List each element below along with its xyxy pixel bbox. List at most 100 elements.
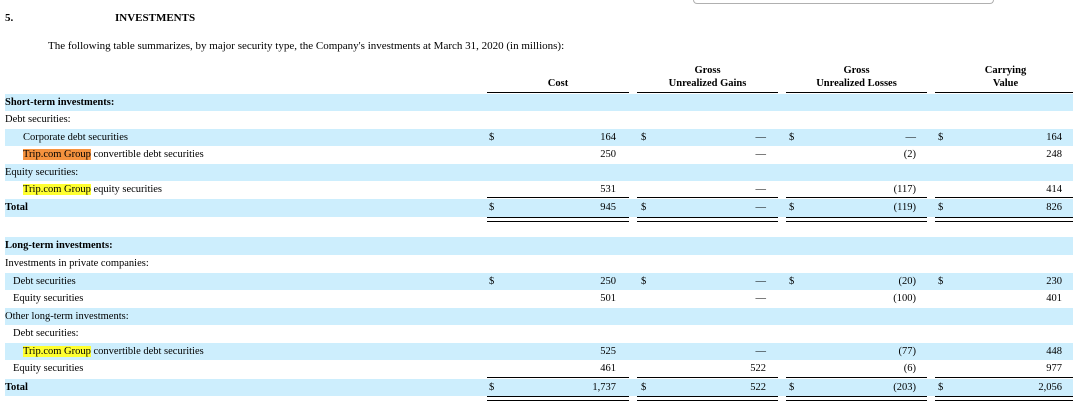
total-double-rule [637, 396, 778, 401]
gains-value: — [755, 131, 767, 143]
total-double-rule [935, 217, 1073, 222]
row-label: Equity securities [13, 363, 84, 374]
losses-value: (2) [903, 149, 916, 160]
dollar-sign: $ [789, 275, 795, 287]
cost-value: 250 [600, 149, 616, 160]
gains-value: 522 [750, 381, 766, 393]
row-label: Equity securities: [5, 166, 79, 178]
table-row: Investments in private companies: [5, 255, 1073, 273]
header-gross-unrealized-losses: Gross Unrealized Losses [816, 65, 897, 89]
subtotal-rule [487, 377, 629, 378]
gains-value: — [755, 184, 767, 195]
table-row: Short-term investments: [5, 93, 1073, 111]
table-row: Equity securities 501 — (100) 401 [5, 290, 1073, 308]
gains-value: — [755, 345, 767, 357]
carrying-value: 164 [1046, 131, 1062, 143]
intro-text: The following table summarizes, by major… [48, 40, 565, 52]
subtotal-rule [487, 197, 629, 198]
dollar-sign: $ [789, 131, 795, 143]
row-label: Other long-term investments: [5, 310, 129, 322]
dollar-sign: $ [489, 381, 495, 393]
losses-value: (100) [893, 293, 916, 304]
dollar-sign: $ [789, 381, 795, 393]
highlighted-company-name: Trip.com Group [23, 149, 91, 160]
gains-value: — [755, 275, 767, 287]
highlighted-company-name: Trip.com Group [23, 345, 91, 357]
dollar-sign: $ [641, 202, 647, 213]
cost-value: 1,737 [592, 381, 616, 393]
total-double-rule [637, 217, 778, 222]
gains-value: 522 [750, 363, 766, 374]
dollar-sign: $ [489, 131, 495, 143]
carrying-value: 448 [1046, 345, 1062, 357]
row-label: Debt securities: [13, 328, 79, 339]
carrying-value: 414 [1046, 184, 1062, 195]
carrying-value: 248 [1046, 149, 1062, 160]
subtotal-rule [786, 197, 927, 198]
dollar-sign: $ [641, 275, 647, 287]
subtotal-rule [637, 197, 778, 198]
losses-value: (119) [893, 202, 916, 213]
losses-value: (117) [893, 184, 916, 195]
carrying-value: 826 [1046, 202, 1062, 213]
losses-value: (77) [898, 345, 917, 357]
losses-value: (203) [893, 381, 916, 393]
dollar-sign: $ [489, 275, 495, 287]
header-cost: Cost [547, 78, 569, 89]
row-label: Short-term investments: [5, 96, 115, 108]
total-double-rule [786, 396, 927, 401]
header-rule-carrying [935, 92, 1073, 93]
carrying-value: 2,056 [1038, 381, 1062, 393]
cost-value: 250 [600, 275, 616, 287]
table-row: Other long-term investments: [5, 307, 1073, 325]
highlighted-company-name: Trip.com Group [23, 184, 91, 195]
gains-value: — [755, 149, 767, 160]
table-row: Trip.com Group equity securities 531 — (… [5, 181, 1073, 199]
cost-value: 164 [600, 131, 616, 143]
total-double-rule [786, 217, 927, 222]
gains-value: — [755, 202, 767, 213]
dollar-sign: $ [938, 131, 944, 143]
row-label: Total [5, 202, 28, 213]
dollar-sign: $ [938, 202, 944, 213]
dollar-sign: $ [789, 202, 795, 213]
cost-value: 945 [600, 202, 616, 213]
total-double-rule [487, 217, 629, 222]
carrying-value: 401 [1046, 293, 1062, 304]
total-double-rule [487, 396, 629, 401]
header-rule-losses [786, 92, 927, 93]
row-label: Long-term investments: [5, 240, 113, 251]
carrying-value: 230 [1046, 275, 1062, 287]
header-carrying-value: Carrying Value [984, 65, 1027, 89]
dollar-sign: $ [641, 381, 647, 393]
table-row: Trip.com Group convertible debt securiti… [5, 146, 1073, 164]
subtotal-rule [637, 377, 778, 378]
cost-value: 531 [600, 184, 616, 195]
total-double-rule [935, 396, 1073, 401]
cost-value: 525 [600, 345, 616, 357]
row-label: Total [5, 381, 28, 393]
cost-value: 461 [600, 363, 616, 374]
section-number: 5. [5, 12, 14, 24]
gains-value: — [755, 293, 767, 304]
table-row: Long-term investments: [5, 237, 1073, 255]
dollar-sign: $ [489, 202, 495, 213]
section-title: INVESTMENTS [115, 12, 196, 24]
table-row-total: Total $ 945 $ — $ (119) $ 826 [5, 199, 1073, 217]
row-label: Investments in private companies: [5, 258, 149, 269]
losses-value: (20) [898, 275, 917, 287]
subtotal-rule [935, 197, 1073, 198]
row-label: Debt securities [13, 275, 76, 287]
dollar-sign: $ [641, 131, 647, 143]
row-label: Trip.com Group convertible debt securiti… [23, 149, 204, 160]
header-rule-cost [487, 92, 629, 93]
row-label: Trip.com Group equity securities [23, 184, 163, 195]
table-row-total: Total $ 1,737 $ 522 $ (203) $ 2,056 [5, 378, 1073, 396]
row-label: Debt securities: [5, 114, 71, 125]
row-label: Corporate debt securities [23, 131, 128, 143]
table-row: Debt securities $ 250 $ — $ (20) $ 230 [5, 272, 1073, 290]
carrying-value: 977 [1046, 363, 1062, 374]
dollar-sign: $ [938, 381, 944, 393]
table-row: Corporate debt securities $ 164 $ — $ — … [5, 128, 1073, 146]
table-row: Equity securities: [5, 163, 1073, 181]
